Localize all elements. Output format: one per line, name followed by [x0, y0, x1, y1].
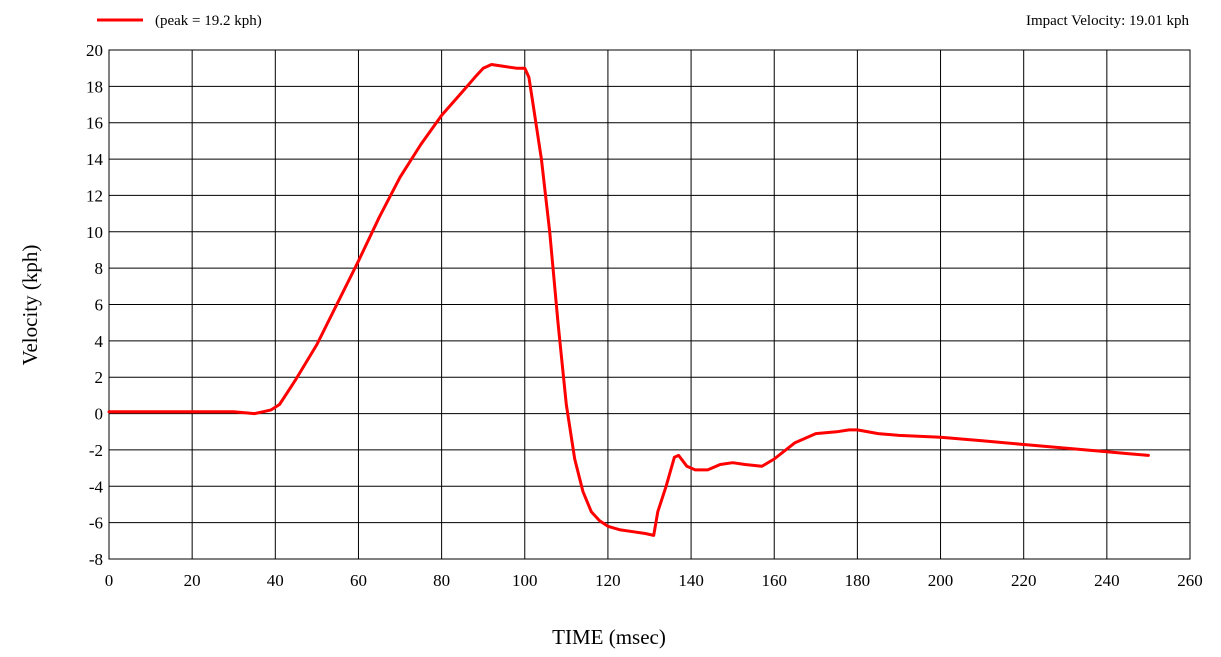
y-tick-label: 16 [86, 114, 103, 133]
x-tick-label: 180 [845, 571, 871, 590]
grid-lines [109, 50, 1190, 559]
x-tick-label: 240 [1094, 571, 1120, 590]
legend-label: (peak = 19.2 kph) [155, 13, 262, 29]
y-tick-label: 0 [95, 405, 104, 424]
x-axis-title: TIME (msec) [552, 625, 666, 649]
x-tick-label: 0 [105, 571, 114, 590]
y-tick-label: 2 [95, 368, 104, 387]
x-tick-label: 80 [433, 571, 450, 590]
series-line [107, 63, 1150, 537]
impact-velocity-annotation: Impact Velocity: 19.01 kph [1026, 13, 1190, 29]
y-tick-label: 10 [86, 223, 103, 242]
y-tick-label: 6 [95, 296, 104, 315]
y-tick-label: -6 [89, 514, 103, 533]
x-tick-label: 40 [267, 571, 284, 590]
y-tick-label: 18 [86, 77, 103, 96]
y-tick-label: 8 [95, 259, 104, 278]
y-tick-label: 12 [86, 186, 103, 205]
y-tick-label: 14 [86, 150, 104, 169]
x-axis-ticks: 0 20 40 60 80 100 120 140 160 180 200 220 240 260 [105, 571, 1203, 590]
x-tick-label: 100 [512, 571, 538, 590]
y-axis-ticks: -8 -6 -4 -2 0 2 4 6 8 10 12 14 16 18 20 [86, 41, 104, 569]
x-tick-label: 260 [1177, 571, 1203, 590]
y-tick-label: 20 [86, 41, 103, 60]
y-tick-label: -8 [89, 550, 103, 569]
y-tick-label: -2 [89, 441, 103, 460]
x-tick-label: 140 [678, 571, 704, 590]
x-tick-label: 60 [350, 571, 367, 590]
x-tick-label: 200 [928, 571, 954, 590]
x-tick-label: 20 [184, 571, 201, 590]
x-tick-label: 220 [1011, 571, 1037, 590]
x-tick-label: 120 [595, 571, 621, 590]
y-axis-title: Velocity (kph) [18, 245, 42, 366]
y-tick-label: 4 [95, 332, 104, 351]
x-tick-label: 160 [761, 571, 787, 590]
y-tick-label: -4 [89, 477, 104, 496]
